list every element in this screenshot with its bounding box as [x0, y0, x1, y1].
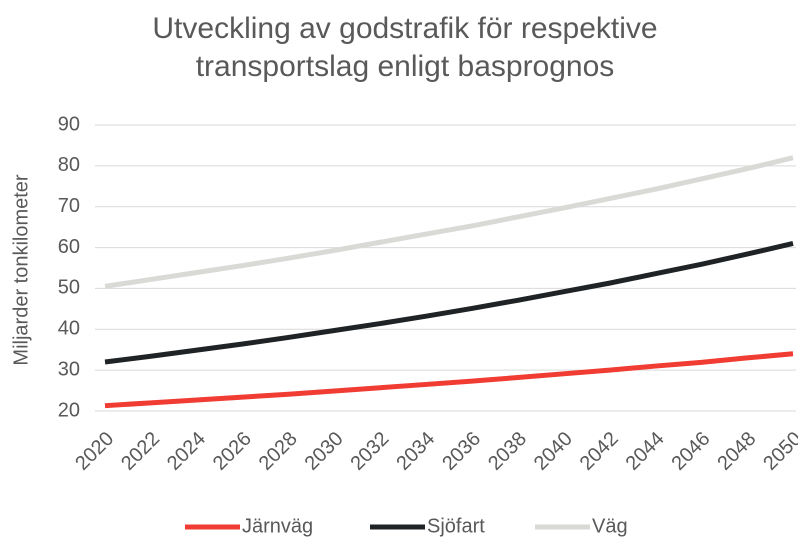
y-tick-label: 30 — [58, 358, 80, 380]
x-tick-label: 2032 — [346, 428, 393, 475]
x-tick-label: 2048 — [713, 428, 760, 475]
y-tick-label: 50 — [58, 277, 80, 299]
y-tick-label: 70 — [58, 195, 80, 217]
x-tick-label: 2028 — [255, 428, 302, 475]
x-tick-label: 2050 — [759, 428, 798, 475]
x-tick-label: 2042 — [576, 428, 623, 475]
y-axis-label: Miljarder tonkilometer — [10, 174, 32, 366]
y-tick-label: 40 — [58, 318, 80, 340]
series-line — [104, 155, 794, 289]
legend-label: Sjöfart — [427, 515, 485, 537]
series-line — [104, 351, 794, 409]
y-tick-label: 90 — [58, 113, 80, 135]
chart-title: Utveckling av godstrafik för respektive … — [152, 12, 658, 83]
x-tick-label: 2046 — [668, 428, 715, 475]
x-tick-label: 2020 — [71, 428, 118, 475]
x-tick-label: 2036 — [438, 428, 485, 475]
series-line — [104, 241, 794, 365]
y-tick-label: 80 — [58, 154, 80, 176]
x-tick-label: 2030 — [301, 428, 348, 475]
x-tick-label: 2026 — [209, 428, 256, 475]
x-tick-label: 2044 — [622, 428, 669, 475]
x-tick-label: 2024 — [163, 428, 210, 475]
legend-label: Väg — [592, 515, 628, 537]
x-tick-label: 2038 — [484, 428, 531, 475]
y-tick-label: 20 — [58, 399, 80, 421]
legend-label: Järnväg — [242, 515, 313, 537]
x-tick-label: 2022 — [117, 428, 164, 475]
y-tick-label: 60 — [58, 236, 80, 258]
x-tick-label: 2040 — [530, 428, 577, 475]
x-tick-label: 2034 — [392, 428, 439, 475]
